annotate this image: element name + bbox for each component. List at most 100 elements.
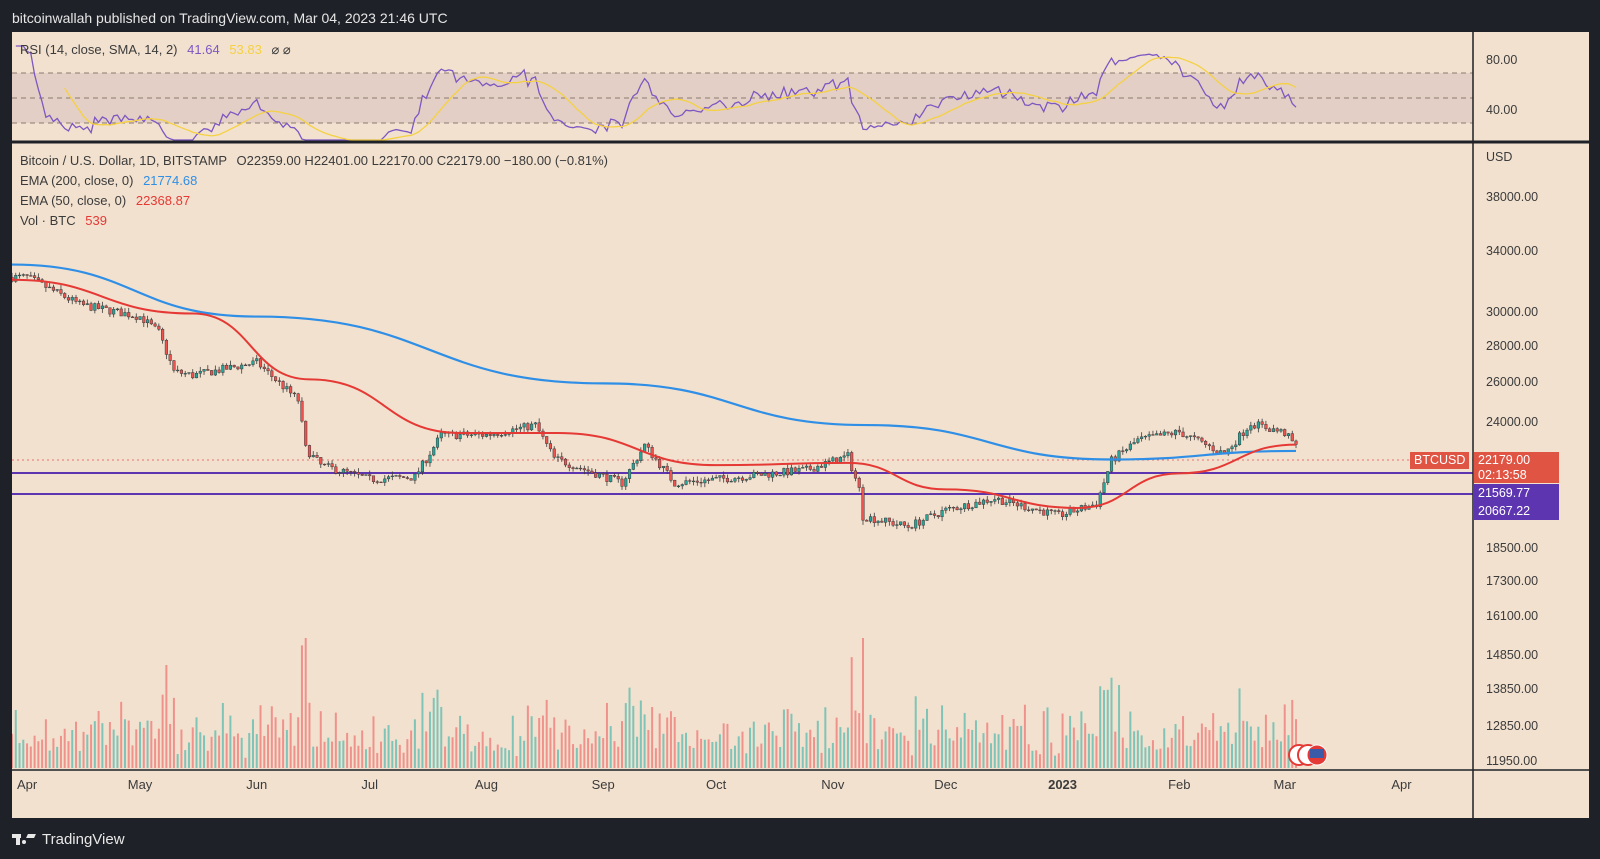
candle-body bbox=[515, 428, 519, 430]
candle-body bbox=[390, 475, 394, 478]
volume-bar bbox=[12, 733, 13, 768]
volume-bar bbox=[259, 705, 262, 768]
candle-body bbox=[646, 443, 650, 448]
volume-bar bbox=[982, 733, 985, 768]
candle-body bbox=[258, 358, 263, 368]
volume-bar bbox=[715, 741, 718, 768]
candle-body bbox=[300, 400, 304, 422]
candle-body bbox=[1102, 482, 1106, 493]
volume-bar bbox=[402, 752, 405, 768]
candle-body bbox=[251, 360, 255, 365]
volume-bar bbox=[82, 731, 85, 768]
volume-bar bbox=[609, 726, 612, 768]
candle-body bbox=[1027, 509, 1031, 511]
events-icons[interactable] bbox=[1288, 744, 1328, 766]
volume-bar bbox=[22, 739, 25, 768]
volume-bar bbox=[654, 748, 657, 768]
candle-body bbox=[654, 457, 658, 460]
volume-bar bbox=[530, 716, 533, 768]
volume-bar bbox=[884, 731, 887, 768]
candle-body bbox=[1219, 450, 1223, 454]
volume-bar bbox=[1204, 727, 1207, 768]
volume-bar bbox=[353, 735, 356, 768]
candle-body bbox=[586, 469, 590, 472]
vol-legend: Vol · BTC 539 bbox=[20, 213, 107, 228]
volume-bar bbox=[647, 729, 650, 768]
volume-bar bbox=[1212, 713, 1215, 768]
volume-bar bbox=[425, 731, 428, 768]
publisher-line: bitcoinwallah published on TradingView.c… bbox=[12, 10, 448, 26]
volume-bar bbox=[33, 735, 36, 768]
candle-body bbox=[187, 372, 191, 374]
candle-body bbox=[44, 281, 48, 288]
volume-bar bbox=[251, 719, 254, 768]
symbol-tag: BTCUSD bbox=[1410, 452, 1470, 469]
volume-bar bbox=[828, 748, 831, 768]
candle-body bbox=[658, 458, 662, 469]
candle-body bbox=[1128, 443, 1132, 450]
candle-body bbox=[635, 460, 639, 464]
volume-bar bbox=[700, 738, 703, 768]
candle-body bbox=[232, 364, 236, 368]
candle-body bbox=[880, 520, 884, 523]
volume-bar bbox=[312, 746, 315, 768]
volume-bar bbox=[63, 728, 66, 768]
chart-svg[interactable]: Apr May Jun Jul Aug Sep Oct Nov Dec 2023 Feb Mar Apr bbox=[12, 32, 1589, 818]
candle-body bbox=[579, 467, 583, 470]
volume-bar bbox=[195, 717, 198, 768]
candle-body bbox=[326, 463, 330, 465]
candle-body bbox=[1125, 449, 1129, 452]
volume-bar bbox=[376, 752, 379, 768]
candle-body bbox=[899, 521, 903, 525]
volume-bar bbox=[206, 750, 209, 768]
candle-body bbox=[951, 507, 955, 509]
candle-body bbox=[782, 468, 786, 476]
volume-bar bbox=[444, 746, 447, 768]
volume-bar bbox=[956, 727, 959, 768]
candle-body bbox=[1023, 503, 1027, 511]
volume-bar bbox=[782, 709, 785, 768]
volume-bar bbox=[127, 720, 130, 768]
candle-body bbox=[469, 434, 473, 436]
candle-body bbox=[1064, 514, 1068, 517]
candle-body bbox=[887, 517, 891, 522]
volume-bar bbox=[553, 717, 556, 768]
candle-body bbox=[371, 475, 376, 482]
candle-body bbox=[281, 381, 285, 390]
volume-bar bbox=[1084, 723, 1087, 768]
candle-body bbox=[997, 497, 1001, 500]
volume-bar bbox=[135, 729, 138, 768]
volume-bar bbox=[681, 734, 684, 768]
candle-body bbox=[134, 316, 138, 320]
candle-body bbox=[560, 456, 564, 460]
candle-body bbox=[1034, 508, 1038, 511]
volume-bar bbox=[112, 729, 115, 768]
volume-bar bbox=[816, 720, 819, 768]
candle-body bbox=[974, 501, 978, 509]
candle-body bbox=[676, 485, 681, 487]
candle-body bbox=[48, 286, 52, 289]
volume-bar bbox=[274, 717, 277, 768]
volume-bar bbox=[1076, 740, 1079, 768]
chart-area[interactable]: Apr May Jun Jul Aug Sep Oct Nov Dec 2023 Feb Mar Apr… bbox=[12, 32, 1589, 818]
volume-bar bbox=[1155, 749, 1158, 768]
volume-bar bbox=[1050, 742, 1053, 768]
volume-bar bbox=[387, 725, 390, 768]
candle-body bbox=[567, 464, 571, 468]
candle-body bbox=[808, 465, 812, 470]
candle-body bbox=[277, 380, 281, 382]
candle-body bbox=[842, 455, 846, 458]
candle-body bbox=[857, 477, 861, 488]
candle-body bbox=[1173, 429, 1178, 436]
volume-bar bbox=[617, 746, 620, 768]
candle-body bbox=[432, 447, 436, 456]
candle-body bbox=[496, 434, 500, 436]
volume-bar bbox=[730, 748, 733, 768]
candle-body bbox=[861, 487, 865, 521]
volume-bar bbox=[1133, 731, 1136, 768]
volume-bar bbox=[809, 729, 812, 768]
candle-body bbox=[25, 274, 29, 276]
candle-body bbox=[605, 473, 609, 482]
candle-body bbox=[597, 473, 601, 478]
candle-body bbox=[353, 471, 357, 473]
